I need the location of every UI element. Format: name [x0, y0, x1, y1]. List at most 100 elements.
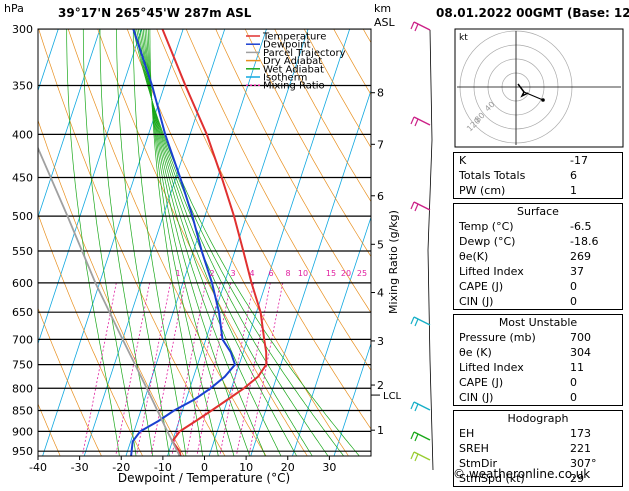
basic-indices-box: K -17 Totals Totals 6 PW (cm) 1 — [453, 152, 623, 199]
legend-label: Mixing Ratio — [263, 81, 325, 92]
surface-index-row: Lifted Index 37 — [454, 264, 622, 279]
legend-label: Dry Adiabat — [263, 56, 322, 67]
x-tick-label: -30 — [71, 461, 89, 474]
surface-index-label: CIN (J) — [459, 295, 494, 308]
mixing-ratio-label: 6 — [268, 269, 273, 278]
wind-barb-flag — [410, 316, 415, 325]
indices-panel: K -17 Totals Totals 6 PW (cm) 1 Surface Temp … — [453, 152, 623, 491]
height-tick-label: 2 — [377, 379, 384, 392]
wind-barb — [413, 21, 431, 31]
height-tick-label: 6 — [377, 190, 384, 203]
pressure-tick-label: 500 — [12, 210, 33, 223]
profile-lines — [38, 29, 268, 456]
wind-barb-flag — [410, 21, 415, 30]
surface-box: Surface Temp (°C) -6.5 Dewp (°C) -18.6 θe(K)… — [453, 203, 623, 310]
surface-index-label: Dewp (°C) — [459, 235, 516, 248]
wind-barb-column — [410, 21, 434, 471]
asl-label: ASL — [374, 16, 396, 29]
wind-barb-flag — [414, 118, 419, 127]
basic-index-label: Totals Totals — [459, 169, 526, 182]
isotherm-line — [42, 29, 184, 456]
surface-index-label: Lifted Index — [459, 265, 524, 278]
unstable-index-label: Lifted Index — [459, 361, 524, 374]
wind-barb — [413, 401, 431, 411]
isotherm-line — [38, 29, 59, 92]
mixing-ratio-label: 10 — [298, 269, 308, 278]
background-lines — [0, 4, 371, 470]
wind-barb-flag — [414, 23, 419, 32]
surface-index-label: θe(K) — [459, 250, 489, 263]
pressure-tick-label: 300 — [12, 23, 33, 36]
legend-label: Parcel Trajectory — [263, 48, 346, 59]
unstable-index-value: 11 — [570, 361, 584, 374]
dry-adiabat-line — [38, 402, 61, 456]
wind-barb-flag — [410, 201, 415, 210]
unstable-index-value: 0 — [570, 376, 577, 389]
dry-adiabat-line — [274, 29, 371, 203]
basic-index-label: K — [459, 154, 467, 167]
wind-barb-flag — [410, 401, 415, 410]
basic-index-value: 6 — [570, 169, 577, 182]
surface-index-value: 0 — [570, 295, 577, 308]
pressure-tick-label: 800 — [12, 382, 33, 395]
dry-adiabat-line — [38, 29, 226, 456]
legend-label: Dewpoint — [263, 40, 311, 51]
mixing-ratio-label: 25 — [357, 269, 367, 278]
x-tick-label: 0 — [201, 461, 208, 474]
pressure-tick-label: 400 — [12, 128, 33, 141]
basic-index-value: 1 — [570, 184, 577, 197]
wind-barb-flag — [414, 403, 419, 412]
x-tick-label: -40 — [29, 461, 47, 474]
wind-barb — [413, 431, 431, 441]
mixing-ratio-label: 15 — [326, 269, 336, 278]
hodograph-index-value: 307° — [570, 457, 597, 470]
unstable-index-label: Pressure (mb) — [459, 331, 536, 344]
hodograph-index-row: StmDir 307° — [454, 456, 622, 471]
unstable-index-row: Pressure (mb) 700 — [454, 330, 622, 345]
pressure-unit-label: hPa — [4, 2, 24, 15]
legend-label: Temperature — [262, 32, 326, 43]
wind-column-line — [427, 29, 434, 471]
surface-title: Surface — [517, 205, 559, 218]
mixing-ratio-line — [115, 282, 150, 456]
hodograph-index-label: SREH — [459, 442, 489, 455]
mixing-ratio-label: 4 — [249, 269, 254, 278]
basic-index-row: Totals Totals 6 — [454, 168, 622, 183]
pressure-tick-label: 600 — [12, 277, 33, 290]
most-unstable-box: Most Unstable Pressure (mb) 700 θe (K) 304 L… — [453, 314, 623, 406]
storm-motion-vector — [523, 91, 544, 101]
mixing-ratio-label: 3 — [230, 269, 235, 278]
axes: 3003504004505005506006507007508008509009… — [12, 23, 336, 474]
basic-index-row: K -17 — [454, 153, 622, 168]
wind-barb — [413, 316, 431, 326]
series-line-parcel-trajectory — [38, 145, 181, 456]
wind-barb-flag — [410, 431, 415, 440]
x-tick-label: 10 — [239, 461, 253, 474]
hodograph-index-value: 29 — [570, 472, 584, 485]
wind-barb — [413, 116, 431, 126]
unstable-index-label: CAPE (J) — [459, 376, 504, 389]
dry-adiabat-line — [244, 29, 371, 258]
unstable-index-row: Lifted Index 11 — [454, 360, 622, 375]
x-tick-label: 30 — [322, 461, 336, 474]
wet-adiabat-line — [146, 29, 235, 456]
wind-barb-flag — [414, 453, 419, 462]
surface-index-row: Dewp (°C) -18.6 — [454, 234, 622, 249]
wind-barb-flag — [410, 116, 415, 125]
series-line-temperature — [161, 29, 268, 456]
km-label: km — [374, 2, 391, 15]
legend-label: Isotherm — [263, 73, 307, 84]
x-tick-label: 20 — [281, 461, 295, 474]
isotherm-line — [0, 4, 25, 470]
wind-barb-flag — [414, 318, 419, 327]
dry-adiabat-line — [97, 29, 308, 456]
pressure-tick-label: 450 — [12, 172, 33, 185]
unstable-index-row: CAPE (J) 0 — [454, 375, 622, 390]
pressure-tick-label: 550 — [12, 245, 33, 258]
height-tick-label: 5 — [377, 238, 384, 251]
mixing-ratio-label: 8 — [285, 269, 290, 278]
height-tick-label: 4 — [377, 287, 384, 300]
